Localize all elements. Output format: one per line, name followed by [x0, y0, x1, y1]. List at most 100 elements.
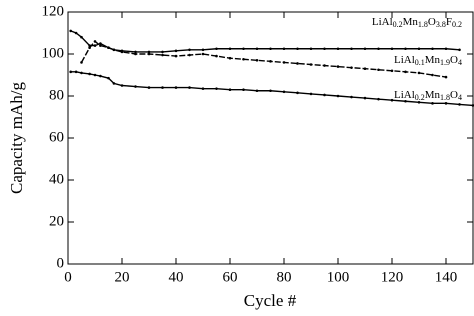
data-point — [215, 47, 218, 51]
data-point — [336, 65, 340, 68]
x-tick-label: 80 — [277, 269, 292, 285]
series-label: LiAl0.1Mn1.9O4 — [394, 54, 462, 67]
data-point — [188, 48, 191, 52]
data-point — [134, 85, 137, 88]
data-point — [296, 91, 299, 95]
data-point — [147, 86, 151, 89]
data-point — [296, 62, 299, 65]
x-tick-label: 140 — [435, 269, 458, 285]
data-point — [107, 76, 110, 80]
series-label-part: 0.2 — [415, 93, 425, 102]
data-point — [69, 70, 72, 74]
data-point — [80, 61, 83, 64]
data-point — [431, 102, 434, 105]
data-point — [107, 46, 110, 49]
data-point — [323, 47, 326, 51]
data-point — [174, 86, 178, 89]
data-point — [134, 52, 137, 56]
series-label-part: O — [450, 54, 458, 66]
data-point — [228, 88, 232, 91]
data-point — [417, 47, 421, 51]
series-label-part: 1.9 — [440, 58, 450, 67]
data-point — [242, 57, 245, 61]
data-point — [363, 96, 367, 100]
data-point — [188, 53, 191, 57]
data-point — [201, 87, 205, 90]
y-tick-label: 20 — [49, 213, 64, 229]
data-point — [242, 47, 245, 51]
data-point — [309, 92, 313, 96]
data-point — [112, 48, 116, 52]
series-label-part: 3.8 — [436, 20, 446, 29]
data-point — [69, 29, 72, 33]
data-point — [161, 53, 164, 57]
data-point — [431, 73, 434, 77]
data-point — [88, 46, 91, 49]
data-point — [228, 47, 232, 51]
series-label-part: Mn — [425, 89, 441, 101]
data-point — [282, 90, 286, 94]
data-point — [255, 47, 259, 51]
data-point — [93, 40, 97, 43]
data-point — [74, 31, 78, 35]
series-label-part: 0.2 — [393, 20, 403, 29]
series-label-part: O — [450, 89, 458, 101]
data-point — [201, 48, 205, 52]
data-point — [458, 48, 461, 52]
data-point — [147, 52, 151, 56]
data-point — [80, 71, 83, 75]
data-point — [269, 89, 272, 93]
series-label-part: 1.8 — [440, 93, 450, 102]
data-point — [215, 87, 218, 90]
data-point — [255, 59, 259, 62]
data-point — [323, 64, 326, 67]
data-point — [188, 86, 191, 89]
data-point — [404, 70, 407, 74]
data-point — [390, 47, 394, 51]
data-point — [323, 93, 326, 97]
data-point — [112, 82, 116, 85]
data-point — [74, 70, 78, 74]
data-point — [161, 50, 164, 54]
data-point — [120, 50, 124, 54]
series-label-part: 0.2 — [452, 20, 462, 29]
series-label-part: 4 — [458, 93, 462, 102]
data-point — [282, 47, 286, 51]
series-label-part: Mn — [403, 16, 419, 28]
y-tick-label: 120 — [42, 3, 65, 19]
data-point — [417, 71, 421, 75]
data-point — [255, 89, 259, 93]
data-point — [363, 67, 367, 70]
series-label-part: LiAl — [394, 54, 415, 66]
data-point — [93, 73, 97, 77]
x-tick-label: 20 — [115, 269, 130, 285]
data-point — [377, 47, 380, 51]
series-label-part: F — [446, 16, 452, 28]
data-point — [350, 47, 353, 51]
data-point — [444, 102, 448, 105]
data-point — [88, 72, 91, 76]
data-point — [377, 97, 380, 101]
data-point — [350, 95, 353, 99]
data-point — [147, 50, 151, 54]
x-tick-label: 60 — [223, 269, 238, 285]
data-point — [458, 103, 461, 106]
data-point — [282, 61, 286, 64]
series-label-part: O — [428, 16, 436, 28]
data-point — [201, 52, 205, 56]
data-point — [390, 98, 394, 102]
data-point — [309, 47, 313, 51]
y-tick-label: 60 — [49, 129, 64, 145]
data-point — [174, 49, 178, 53]
data-point — [309, 63, 313, 66]
data-point — [296, 47, 299, 51]
data-point — [242, 88, 245, 91]
data-point — [99, 42, 102, 45]
series-label-part: 0.1 — [415, 58, 425, 67]
series-label: LiAl0.2Mn1.8O4 — [394, 89, 462, 102]
data-point — [431, 47, 434, 51]
data-point — [336, 47, 340, 51]
data-point — [336, 94, 340, 98]
data-point — [161, 86, 164, 89]
